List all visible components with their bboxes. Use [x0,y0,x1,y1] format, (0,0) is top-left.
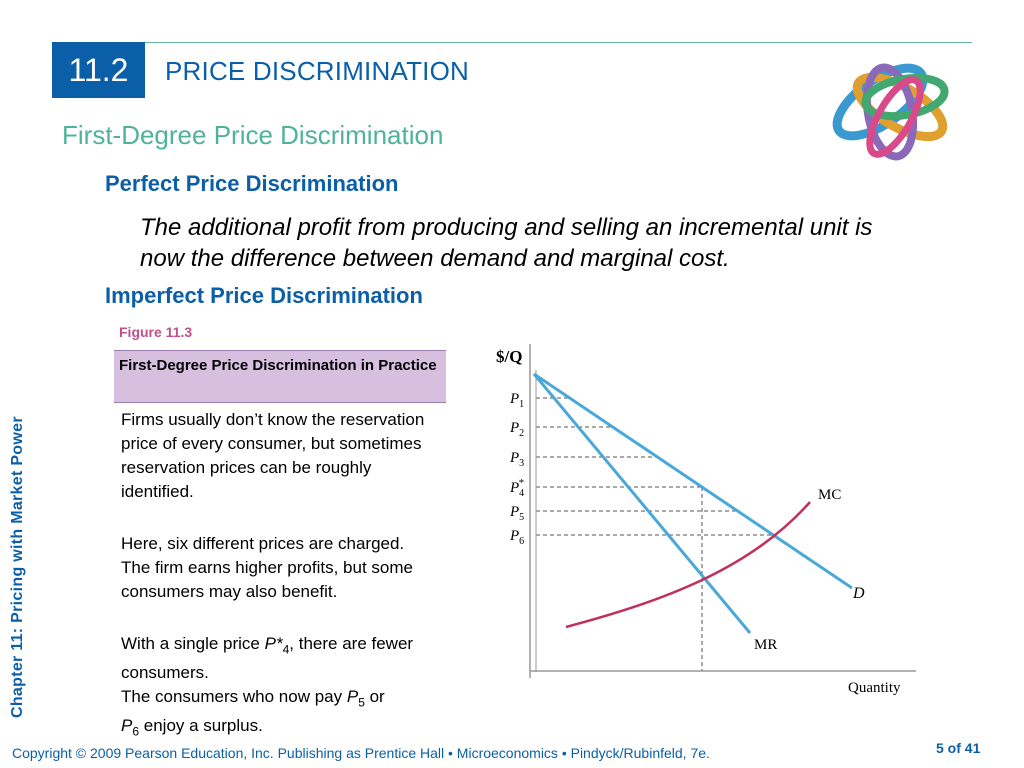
incremental-profit-text: The additional profit from producing and… [140,214,873,272]
mr-label: MR [754,637,777,653]
paragraph-reservation-prices: Firms usually don’t know the reservation… [121,410,425,501]
slide-subtitle: First-Degree Price Discrimination [62,120,444,150]
y-axis-label: $/Q [496,347,522,366]
x-axis-label: Quantity [848,680,901,696]
marginal-revenue-curve [532,373,752,634]
para4-p5: P [346,687,359,706]
section-title: PRICE DISCRIMINATION [165,56,469,86]
paragraph-single-price: With a single price P*4, there are fewer… [121,632,431,685]
section-number-badge: 11.2 [52,42,145,98]
para4-before: The consumers who now pay [121,687,347,706]
paragraph-surplus: The consumers who now pay P5 or P6 enjoy… [121,685,431,744]
para4-middle: or [364,687,385,706]
demand-curve [533,372,853,590]
page-number: 5 of 41 [936,740,981,756]
paragraph-six-prices: Here, six different prices are charged. … [121,534,413,601]
rings-logo-icon [832,63,949,161]
para3-after: , there are fewer consumers. [121,634,414,683]
para4-after: enjoy a surplus. [139,716,263,736]
price-level-lines [536,397,774,671]
para4-p6-sub: 6 [132,724,140,739]
heading-imperfect-price-discrimination: Imperfect Price Discrimination [105,283,423,308]
para3-price: P* [264,634,283,653]
figure-label: Figure 11.3 [119,324,193,340]
price-labels: P1 P2 P3 P4* P5 P6 [509,391,524,547]
header-rule [52,42,972,43]
para3-sub: 4 [282,642,290,657]
price-label-p6: P6 [509,528,524,547]
heading-perfect-price-discrimination: Perfect Price Discrimination [105,171,399,196]
mc-label: MC [818,487,841,503]
price-label-p5: P5 [509,504,524,523]
price-label-p4: P4* [509,477,524,499]
footer-copyright: Copyright © 2009 Pearson Education, Inc.… [12,745,710,761]
chapter-sidebar-label: Chapter 11: Pricing with Market Power [9,416,26,718]
price-discrimination-graph: $/Q Quantity P1 P2 P3 P4* P5 P6 MC D MR [496,344,916,696]
price-label-p2: P2 [509,420,524,439]
para4-p5-sub: 5 [358,695,365,710]
para4-p6: P [121,716,133,736]
demand-label: D [852,585,865,602]
para3-before: With a single price [121,634,265,653]
marginal-cost-curve [565,501,811,629]
price-label-p3: P3 [509,450,524,469]
figure-caption: First-Degree Price Discrimination in Pra… [114,350,446,403]
price-label-p1: P1 [509,391,524,410]
